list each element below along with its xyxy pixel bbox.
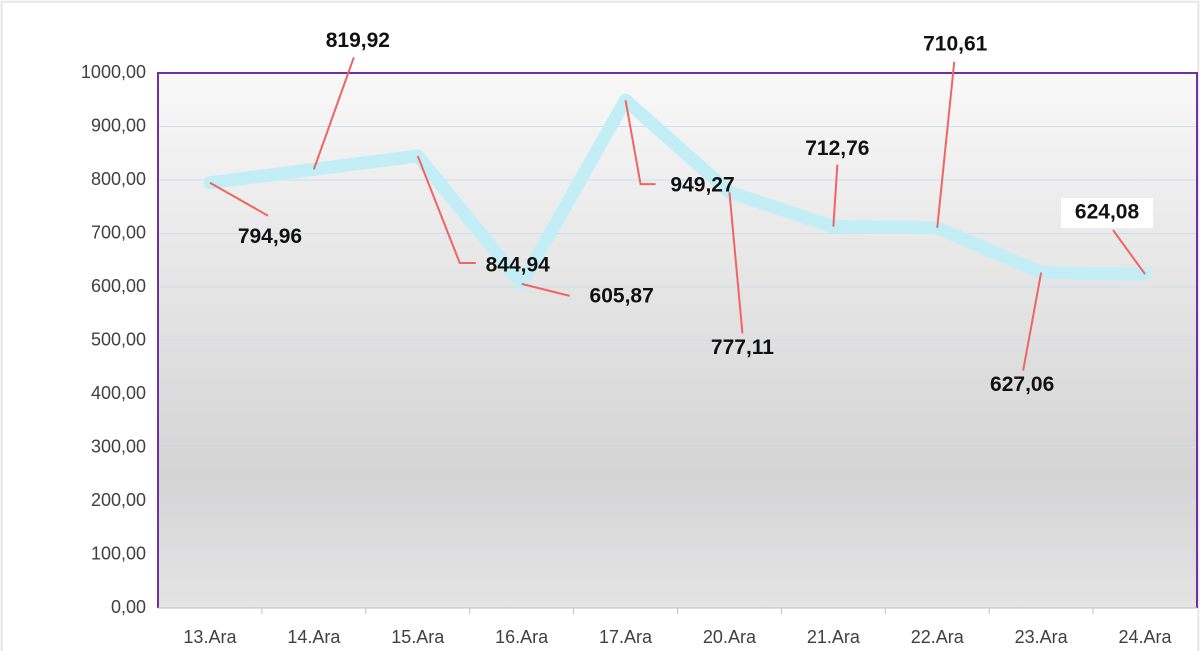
data-label: 844,94 [486, 254, 551, 277]
x-tick-label: 20.Ara [703, 627, 757, 647]
leader-line [832, 164, 839, 227]
x-tick-label: 24.Ara [1119, 627, 1173, 647]
label-background [1061, 198, 1154, 229]
data-label: 819,92 [326, 29, 390, 52]
y-tick-label: 700,00 [91, 222, 146, 242]
leader-line [728, 192, 744, 334]
y-tick-label: 900,00 [91, 115, 146, 135]
x-tick-label: 23.Ara [1015, 627, 1069, 647]
y-tick-label: 400,00 [91, 383, 146, 403]
data-label: 794,96 [238, 225, 302, 248]
plot-border [157, 72, 1198, 608]
y-tick-label: 600,00 [91, 276, 146, 296]
x-tick-label: 17.Ara [599, 627, 653, 647]
y-tick-label: 200,00 [91, 490, 146, 510]
x-tick-label: 14.Ara [287, 627, 341, 647]
data-label: 710,61 [923, 32, 988, 55]
x-tick-label: 16.Ara [495, 627, 549, 647]
leader-line [1112, 229, 1146, 275]
leader-line [521, 282, 570, 297]
y-tick-label: 0,00 [111, 597, 146, 617]
y-tick-label: 500,00 [91, 329, 146, 349]
leader-line [936, 61, 956, 228]
y-tick-label: 300,00 [91, 436, 146, 456]
y-tick-label: 1000,00 [81, 62, 146, 82]
data-label: 777,11 [711, 336, 774, 359]
leader-line [209, 181, 269, 217]
leader-line [1022, 272, 1043, 371]
data-label: 605,87 [590, 284, 654, 307]
data-label: 627,06 [990, 373, 1054, 396]
series-line [203, 93, 1152, 291]
data-label: 949,27 [670, 174, 734, 197]
data-label: 624,08 [1075, 201, 1140, 224]
x-tick-label: 13.Ara [183, 627, 237, 647]
x-tick-label: 21.Ara [807, 627, 861, 647]
y-tick-label: 100,00 [91, 543, 146, 563]
data-label: 712,76 [805, 137, 869, 160]
leader-line [312, 57, 355, 170]
leader-line [624, 99, 656, 186]
x-tick-label: 15.Ara [391, 627, 445, 647]
y-tick-label: 800,00 [91, 169, 146, 189]
x-tick-label: 22.Ara [911, 627, 965, 647]
leader-line [416, 155, 476, 264]
